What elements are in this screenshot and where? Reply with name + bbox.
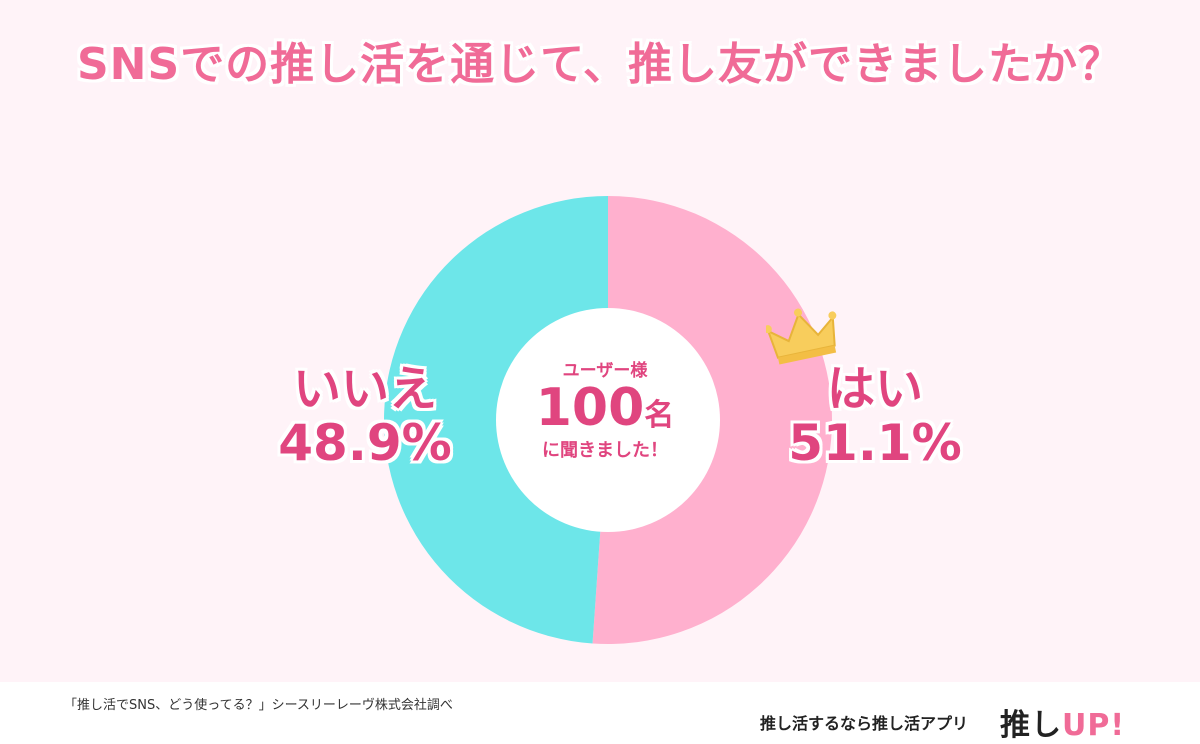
app-tagline: 推し活するなら推し活アプリ xyxy=(760,714,969,733)
label-no-percent: 48.9% xyxy=(278,413,452,472)
logo-accent: UP! xyxy=(1062,708,1126,743)
slice-no xyxy=(383,196,608,644)
logo-main: 推し xyxy=(1000,708,1062,743)
center-top-text: ユーザー様 xyxy=(562,361,648,381)
label-no: いいえ 48.9% xyxy=(260,361,470,472)
label-yes-percent: 51.1% xyxy=(788,413,962,472)
footer: 「推し活でSNS、どう使ってる？」シースリーレーヴ株式会社調べ 推し活するなら推… xyxy=(0,682,1200,744)
label-no-name: いいえ xyxy=(292,361,437,417)
label-yes: はい 51.1% xyxy=(770,361,980,472)
chart-title: SNSでの推し活を通じて、推し友ができましたか？ xyxy=(76,39,1123,90)
donut-hole xyxy=(496,308,720,532)
app-logo: 推しUP! xyxy=(1000,700,1125,744)
center-number: 100名 xyxy=(505,381,705,436)
center-bottom-text: に聞きました！ xyxy=(542,439,668,461)
source-note: 「推し活でSNS、どう使ってる？」シースリーレーヴ株式会社調べ xyxy=(64,698,453,713)
donut-chart xyxy=(383,196,832,644)
respondent-unit: 名 xyxy=(644,398,675,433)
center-text: ユーザー様 100名 に聞きました！ xyxy=(505,356,705,462)
label-yes-name: はい xyxy=(826,361,923,417)
crown-icon xyxy=(766,308,837,365)
respondent-count: 100 xyxy=(535,378,645,438)
